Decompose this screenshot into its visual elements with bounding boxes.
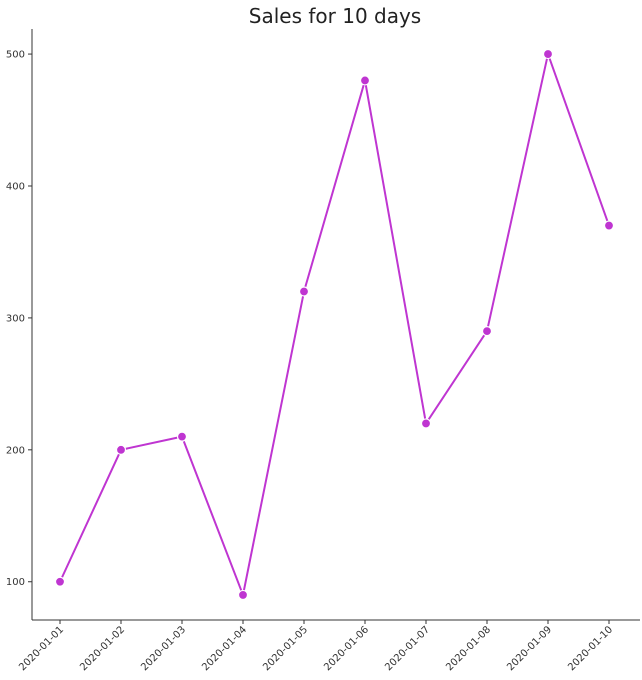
- data-point: [176, 431, 188, 442]
- x-tick-label: 2020-01-09: [505, 624, 554, 673]
- data-point: [481, 325, 493, 337]
- y-tick-label: 200: [6, 445, 25, 456]
- x-tick-label: 2020-01-01: [17, 624, 66, 673]
- x-tick-label: 2020-01-05: [261, 624, 310, 673]
- data-point: [420, 418, 432, 429]
- y-tick-label: 500: [6, 50, 25, 61]
- x-tick-label: 2020-01-03: [139, 624, 188, 673]
- data-point: [359, 75, 371, 86]
- x-axis-ticks: 2020-01-01 2020-01-02 2020-01-03 2020-01-04…: [17, 620, 615, 673]
- y-tick-label: 100: [6, 577, 25, 588]
- x-tick-label: 2020-01-04: [200, 624, 249, 673]
- y-tick-label: 400: [6, 181, 25, 192]
- data-point: [603, 220, 615, 231]
- x-tick-label: 2020-01-10: [566, 624, 615, 673]
- x-tick-label: 2020-01-02: [78, 624, 127, 673]
- data-point: [542, 48, 554, 60]
- data-point: [298, 286, 310, 297]
- data-point: [115, 444, 127, 455]
- y-tick-label: 300: [6, 313, 25, 324]
- y-axis-ticks: 100 200 300 400 500: [6, 50, 32, 588]
- x-tick-label: 2020-01-08: [444, 624, 493, 673]
- chart-title: Sales for 10 days: [249, 4, 421, 28]
- x-tick-label: 2020-01-06: [322, 624, 371, 673]
- series-layer: [54, 48, 615, 601]
- series-line: [59, 53, 610, 596]
- data-point: [54, 576, 66, 587]
- x-tick-label: 2020-01-07: [383, 624, 432, 673]
- data-point: [237, 589, 249, 601]
